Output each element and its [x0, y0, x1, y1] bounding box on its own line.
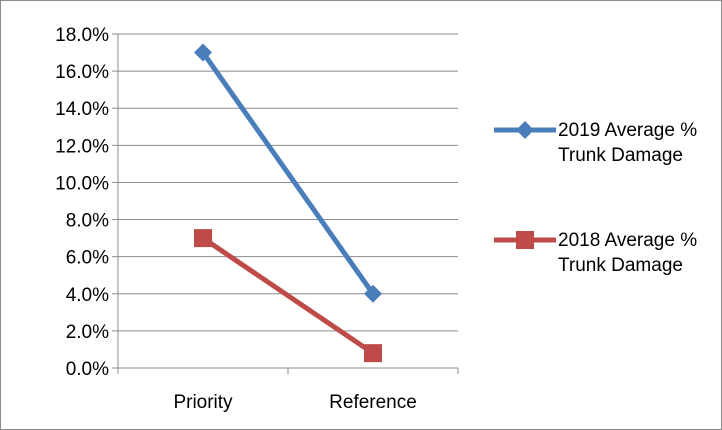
y-tick-label: 6.0% — [66, 248, 109, 269]
series-lines — [194, 43, 382, 363]
y-tick-label: 0.0% — [66, 359, 109, 380]
data-point-marker — [364, 284, 382, 303]
legend-key-2018 — [494, 231, 556, 249]
y-tick-label: 2.0% — [66, 322, 109, 343]
y-tick-label: 12.0% — [55, 136, 109, 157]
data-point-marker — [194, 43, 212, 62]
gridlines — [118, 33, 458, 332]
x-axis-tick-labels: Priority Reference — [173, 392, 416, 413]
y-tick-label: 10.0% — [55, 173, 109, 194]
legend-item-2018: 2018 Average % Trunk Damage — [494, 226, 716, 336]
legend-label-2019: 2019 Average % Trunk Damage — [558, 120, 698, 166]
x-tick-label: Priority — [173, 392, 233, 413]
y-tick-label: 8.0% — [66, 211, 109, 232]
series-line-1 — [201, 236, 375, 356]
y-axis-tick-labels: 0.0% 2.0% 4.0% 6.0% 8.0% 10.0% 12.0% 14.0% 16.0%… — [55, 25, 109, 380]
axes — [112, 33, 459, 374]
legend-key-2019 — [494, 121, 556, 139]
series-line-0 — [200, 51, 376, 296]
data-point-marker — [364, 344, 382, 363]
x-tick-label: Reference — [329, 392, 417, 413]
legend: 2019 Average % Trunk Damage 2018 Average… — [494, 116, 716, 336]
legend-item-2019: 2019 Average % Trunk Damage — [494, 116, 716, 226]
y-tick-label: 14.0% — [55, 99, 109, 120]
legend-label-2018: 2018 Average % Trunk Damage — [558, 230, 698, 276]
data-point-marker — [194, 229, 212, 248]
y-tick-label: 18.0% — [55, 25, 109, 46]
y-tick-label: 16.0% — [55, 62, 109, 83]
y-tick-label: 4.0% — [66, 285, 109, 306]
